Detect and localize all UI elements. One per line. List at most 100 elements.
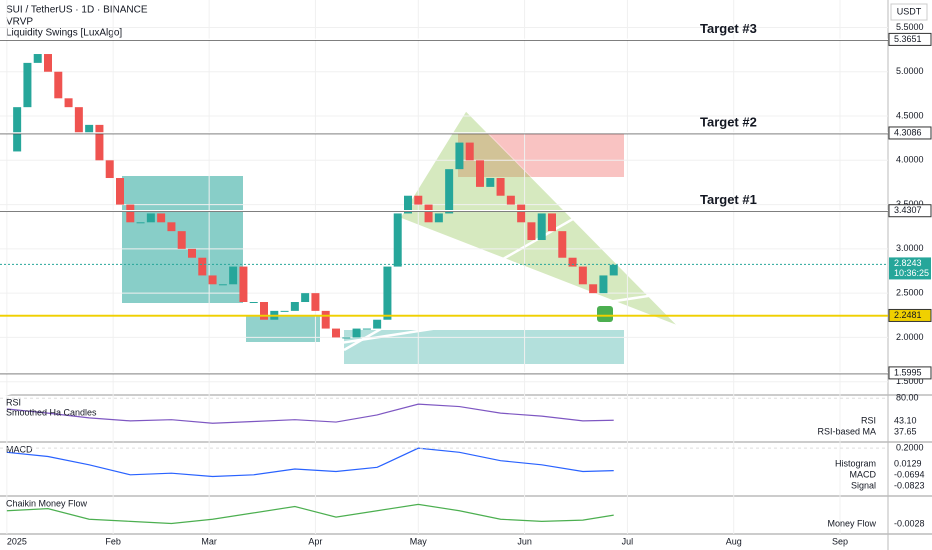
y-tick-label: 3.5000 [896,199,924,209]
trendline [343,130,726,352]
candle [13,107,22,152]
x-tick-label: Jun [517,536,532,546]
y-tick-label: 2.5000 [896,288,924,298]
candle [332,328,340,338]
currency-box[interactable] [890,3,928,21]
candle [54,71,63,99]
candle [465,142,474,161]
countdown: 10:36:25 [894,268,929,278]
candle [157,213,166,223]
candle [434,213,443,223]
candle [404,195,412,214]
candle [116,178,124,205]
target-label: Target #3 [700,21,757,36]
candle [558,231,567,258]
candle [373,319,382,329]
x-tick-label: Jul [622,536,634,546]
legend-name: Histogram [835,458,876,468]
candle [537,213,546,241]
legend-value: -0.0694 [894,469,925,479]
candle [23,62,32,108]
candle [548,213,556,232]
legend-value: 37.65 [894,426,917,436]
legend-value: 43.10 [894,415,917,425]
candle [486,178,495,187]
candle [342,337,351,339]
candle [393,213,402,267]
indicator: VRVP [6,17,33,28]
candle [383,266,392,320]
zone [246,316,320,342]
y-tick-label: 4.5000 [896,110,924,120]
x-tick-label: Mar [201,536,217,546]
candle [239,266,248,303]
candle [85,124,94,134]
candle [506,195,515,205]
candle [136,222,145,224]
y-tick-label: 3.0000 [896,243,924,253]
candle [229,266,238,285]
candle [105,160,114,179]
level-label: 5.3651 [894,34,922,44]
level-tag [888,204,932,218]
candle [455,142,464,170]
check-icon [597,306,613,322]
candle [188,248,196,258]
cmf-title: Chaikin Money Flow [6,498,88,508]
x-tick-label: May [410,536,428,546]
candle [167,222,176,232]
candle [496,178,505,196]
currency[interactable]: USDT [897,6,922,16]
candle [476,160,484,187]
indicator: Liquidity Swings [LuxAlgo] [6,28,122,39]
candle [44,54,52,72]
target-label: Target #2 [700,114,757,129]
x-tick-label: Feb [105,536,121,546]
x-tick-label: 2025 [7,536,27,546]
legend-name: RSI-based MA [817,426,876,436]
candle [568,257,577,267]
candle [445,169,454,214]
target-label: Target #1 [700,192,757,207]
candle [208,275,217,285]
y-tick-label: 80.00 [896,393,919,403]
rsi-title: RSI [6,397,21,407]
legend-value: -0.0028 [894,518,925,528]
candle [146,213,155,223]
x-tick-label: Aug [726,536,742,546]
candle [218,284,227,286]
legend-value: -0.0823 [894,480,925,490]
legend-name: Money Flow [827,518,876,528]
candle [517,204,526,223]
candle [311,293,320,311]
legend-name: Signal [851,480,876,490]
candle [126,204,135,223]
last-price: 2.8243 [894,258,922,268]
level-tag [888,126,932,140]
candle [280,310,289,312]
candle [414,195,423,205]
x-tick-label: Apr [308,536,322,546]
candle [609,264,618,276]
candle [589,284,598,294]
y-tick-label: 0.2000 [896,443,924,453]
zone [458,133,624,177]
x-tick-label: Sep [832,536,848,546]
legend-name: MACD [850,469,877,479]
level-label: 2.2481 [894,310,922,320]
level-label: 4.3086 [894,127,922,137]
candle [352,328,361,338]
y-tick-label: 2.0000 [896,332,924,342]
candle [260,302,268,320]
candle [177,231,186,249]
candle [578,266,587,285]
last-price-tag [889,257,931,280]
level-label: 3.4307 [894,205,922,215]
y-tick-label: 1.5000 [896,376,924,386]
candle [321,310,330,329]
legend-name: RSI [861,415,876,425]
level-label: 1.5995 [894,367,922,377]
candle [527,222,536,241]
candle [301,293,310,303]
